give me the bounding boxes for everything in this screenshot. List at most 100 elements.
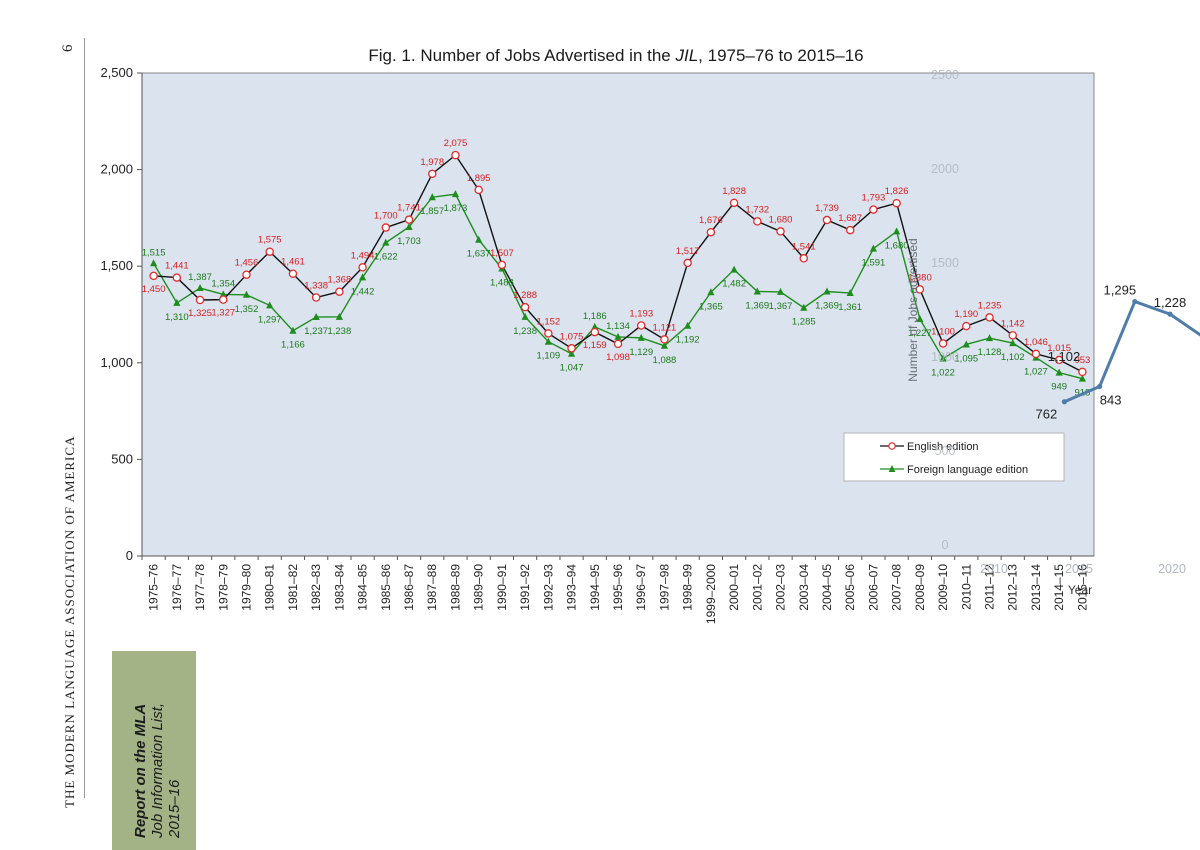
english-data-label: 1,828 — [722, 186, 746, 197]
report-line-3: 2015–16 — [166, 779, 183, 838]
english-point — [497, 260, 507, 270]
foreign-data-label: 1,637 — [467, 249, 491, 260]
foreign-data-label: 1,166 — [281, 340, 305, 351]
overlay-point — [1167, 311, 1173, 317]
english-data-label: 1,235 — [978, 300, 1002, 311]
foreign-data-label: 1,022 — [931, 368, 955, 379]
foreign-point — [846, 289, 854, 297]
foreign-data-label: 1,186 — [583, 311, 607, 322]
english-point — [938, 339, 948, 348]
x-tick-label: 1989–90 — [472, 564, 486, 611]
overlay-data-label: 762 — [1036, 407, 1058, 422]
foreign-data-label: 1,285 — [792, 317, 816, 328]
legend-foreign-label: Foreign language edition — [907, 464, 1028, 476]
foreign-data-label: 1,488 — [490, 278, 514, 289]
foreign-data-label: 1,703 — [397, 236, 421, 247]
english-point — [544, 329, 553, 338]
foreign-data-label: 1,238 — [327, 326, 351, 337]
foreign-point — [893, 227, 901, 235]
english-data-label: 1,739 — [815, 203, 839, 214]
x-tick-label: 1982–83 — [309, 564, 323, 611]
foreign-point — [219, 290, 227, 298]
english-point — [567, 344, 576, 353]
foreign-point — [475, 235, 483, 243]
english-data-label: 1,456 — [235, 258, 259, 269]
x-tick-label: 1984–85 — [356, 564, 370, 611]
foreign-point — [707, 288, 715, 296]
x-tick-label: 1978–79 — [216, 564, 230, 611]
foreign-point — [800, 303, 808, 311]
foreign-point — [242, 290, 251, 298]
foreign-data-label: 1,369 — [745, 301, 769, 312]
foreign-point — [451, 190, 460, 198]
overlay-x-axis-label: Year — [1068, 583, 1092, 597]
foreign-point — [289, 326, 297, 334]
english-point — [1054, 355, 1064, 365]
foreign-data-label: 1,297 — [258, 314, 282, 325]
english-point — [706, 227, 716, 237]
english-point — [845, 225, 855, 235]
x-tick-label: 1987–88 — [425, 564, 439, 611]
foreign-data-label: 1,310 — [165, 312, 189, 323]
english-point — [729, 198, 739, 208]
x-tick-label: 1990–91 — [495, 564, 509, 611]
x-tick-label: 1998–99 — [681, 564, 695, 611]
foreign-point — [614, 332, 622, 340]
english-point — [776, 227, 785, 236]
overlay-y-tick-label: 1000 — [931, 350, 959, 364]
x-tick-label: 1988–89 — [448, 564, 462, 611]
foreign-data-label: 1,129 — [629, 347, 653, 358]
foreign-point — [173, 298, 181, 306]
x-tick-label: 1979–80 — [239, 564, 253, 611]
english-point — [1008, 331, 1017, 340]
page-number: 6 — [60, 44, 76, 53]
page-rule — [84, 38, 85, 798]
foreign-point — [1078, 374, 1086, 382]
english-data-label: 1,098 — [606, 352, 630, 363]
x-tick-label: 2000–01 — [727, 564, 741, 611]
foreign-point — [591, 322, 599, 330]
english-data-label: 1,380 — [908, 272, 932, 283]
english-data-label: 1,494 — [351, 250, 375, 261]
foreign-data-label: 1,442 — [351, 286, 375, 297]
english-data-label: 1,325 — [188, 308, 212, 319]
foreign-data-label: 1,680 — [885, 240, 909, 251]
overlay-y-tick-label: 2000 — [931, 162, 959, 176]
english-point — [172, 273, 182, 282]
english-point — [242, 270, 251, 279]
foreign-data-label: 1,128 — [978, 347, 1002, 358]
foreign-point — [985, 334, 994, 342]
foreign-point — [730, 265, 738, 273]
english-point — [613, 339, 623, 349]
y-tick-label: 2,000 — [100, 162, 133, 177]
overlay-y-tick-label: 1500 — [931, 256, 959, 270]
english-data-label: 1,288 — [513, 290, 537, 301]
x-tick-label: 2009–10 — [936, 564, 950, 611]
y-tick-label: 500 — [111, 451, 133, 466]
overlay-data-label: 1,228 — [1154, 295, 1187, 310]
foreign-data-label: 1,088 — [653, 355, 677, 366]
x-tick-label: 2011–12 — [983, 564, 997, 610]
x-tick-label: 1980–81 — [263, 564, 277, 611]
foreign-data-label: 1,361 — [838, 302, 862, 313]
foreign-point — [312, 313, 320, 321]
chart-title: Fig. 1. Number of Jobs Advertised in the… — [368, 46, 863, 65]
foreign-point — [637, 333, 645, 341]
english-data-label: 1,368 — [327, 275, 351, 286]
english-data-label: 1,575 — [258, 235, 282, 246]
overlay-point — [1061, 399, 1067, 405]
english-point — [753, 217, 762, 226]
english-data-label: 1,327 — [211, 308, 235, 319]
english-data-label: 1,680 — [769, 214, 793, 225]
english-data-label: 1,461 — [281, 257, 305, 268]
foreign-point — [916, 314, 924, 322]
y-tick-label: 0 — [126, 548, 133, 563]
english-data-label: 1,046 — [1024, 337, 1048, 348]
foreign-data-label: 1,192 — [676, 335, 700, 346]
x-tick-label: 2001–02 — [750, 564, 764, 611]
x-tick-label: 1996–97 — [634, 564, 648, 611]
legend-box — [843, 432, 1065, 482]
foreign-data-label: 1,622 — [374, 252, 398, 263]
english-point — [404, 215, 414, 224]
foreign-data-label: 1,227 — [908, 328, 932, 339]
